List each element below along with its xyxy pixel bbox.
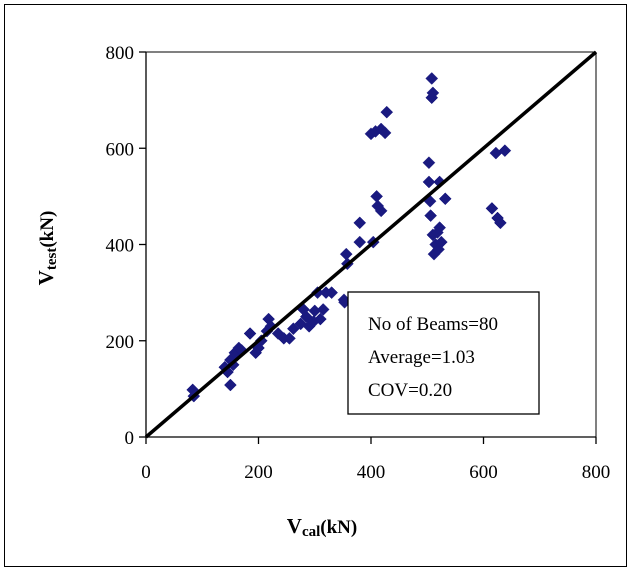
data-point-diamond	[370, 190, 383, 203]
data-point-diamond	[434, 235, 448, 249]
data-point-diamond	[224, 378, 237, 392]
data-point-diamond	[314, 312, 327, 326]
y-tick-label: 200	[106, 332, 135, 353]
data-point-diamond	[498, 144, 512, 158]
x-tick-label: 0	[141, 462, 151, 483]
y-tick-label: 800	[106, 43, 135, 64]
x-axis-title: Vcal(kN)	[287, 514, 357, 540]
data-point-diamond	[438, 192, 452, 206]
data-point-diamond	[325, 286, 338, 299]
data-point-diamond	[283, 331, 296, 345]
data-points	[186, 72, 512, 403]
y-axis-title-sub: test	[44, 248, 60, 271]
y-tick-label: 400	[106, 236, 135, 257]
data-point-diamond	[425, 72, 439, 85]
data-point-diamond	[433, 221, 446, 235]
x-axis-ticks: 0 200 400 600 800	[141, 437, 610, 483]
data-point-diamond	[380, 105, 394, 119]
y-tick-label: 0	[125, 428, 135, 449]
y-axis-title-main: V	[34, 270, 58, 285]
data-point-diamond	[378, 126, 392, 140]
stats-beam-count: No of Beams=80	[368, 314, 498, 335]
x-axis-title-main: V	[287, 514, 302, 538]
data-point-diamond	[353, 216, 367, 230]
data-point-diamond	[424, 209, 437, 222]
data-point-diamond	[316, 303, 330, 316]
data-point-diamond	[243, 327, 257, 340]
data-point-diamond	[374, 204, 388, 218]
x-tick-label: 600	[469, 462, 498, 483]
data-point-diamond	[339, 247, 353, 261]
y-axis-title-unit: (kN)	[37, 211, 58, 248]
stats-average: Average=1.03	[368, 347, 475, 368]
stats-cov: COV=0.20	[368, 380, 452, 401]
data-point-diamond	[494, 216, 507, 230]
x-tick-label: 800	[582, 462, 611, 483]
data-point-diamond	[422, 156, 436, 170]
stats-annotation-box: No of Beams=80 Average=1.03 COV=0.20	[347, 291, 540, 415]
data-point-diamond	[485, 202, 499, 215]
data-point-diamond	[353, 235, 367, 249]
stats-box-border	[347, 291, 540, 415]
x-tick-label: 400	[357, 462, 386, 483]
x-tick-label: 200	[244, 462, 273, 483]
x-axis-title-unit: (kN)	[320, 517, 357, 538]
data-point-diamond	[489, 146, 503, 160]
data-point-diamond	[426, 86, 440, 100]
chart-frame	[4, 4, 627, 567]
y-tick-label: 600	[106, 139, 135, 160]
y-axis-title: Vtest(kN)	[34, 211, 60, 286]
y-axis-ticks: 0 200 400 600 800	[106, 43, 146, 449]
x-axis-title-sub: cal	[302, 524, 320, 540]
data-point-diamond	[422, 175, 436, 189]
reference-line-y-equals-x	[144, 50, 598, 439]
